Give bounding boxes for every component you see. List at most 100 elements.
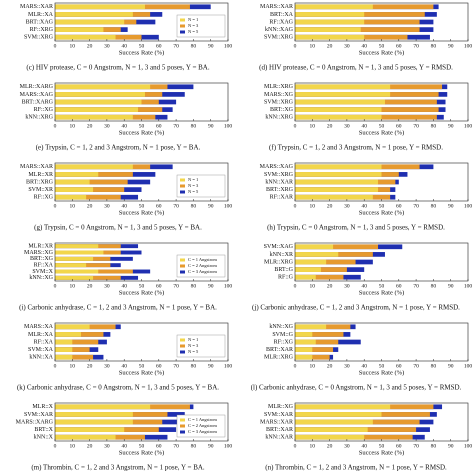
legend-label: N = 3: [188, 183, 199, 188]
x-tick-label: 40: [121, 283, 127, 289]
x-tick-label: 70: [173, 283, 179, 289]
category-label: SVM::XRG: [264, 35, 294, 41]
x-tick-label: 30: [344, 43, 350, 49]
x-tick-label: 60: [156, 443, 162, 449]
bar: [295, 354, 313, 360]
bar: [295, 274, 344, 280]
x-tick-label: 50: [139, 203, 145, 209]
legend-label: C = 3 Angstrom: [188, 269, 217, 274]
category-label: BRT::XAR: [266, 347, 293, 353]
caption: (l) Carbonic anhydrase, C = 0 Angstrom, …: [251, 384, 462, 392]
category-label: MLR::XR: [28, 244, 53, 250]
legend-swatch: [180, 338, 185, 342]
x-tick-label: 90: [208, 443, 214, 449]
x-tick-label: 90: [208, 283, 214, 289]
category-label: kNN::X: [34, 435, 54, 441]
bar: [55, 412, 133, 417]
category-label: SVM::XAR: [264, 412, 293, 418]
category-label: BRT::X: [34, 427, 53, 433]
x-tick-label: 100: [224, 363, 233, 369]
x-tick-label: 40: [361, 443, 367, 449]
x-tick-label: 10: [70, 123, 76, 129]
category-label: MLR::XARG: [20, 84, 54, 90]
x-tick-label: 100: [464, 363, 473, 369]
category-label: MLR::XR: [28, 172, 53, 178]
x-axis-label: Success Rate (%): [119, 49, 164, 56]
bar: [295, 412, 382, 417]
bar: [295, 27, 361, 32]
x-tick-label: 10: [310, 123, 316, 129]
x-tick-label: 50: [379, 43, 385, 49]
category-label: kNN::XA: [29, 355, 53, 361]
category-label: RF::XG: [34, 195, 54, 201]
x-tick-label: 0: [294, 443, 297, 449]
x-tick-label: 60: [396, 123, 402, 129]
bar: [55, 12, 133, 17]
category-label: MARS::XAR: [20, 164, 53, 170]
x-tick-label: 40: [121, 203, 127, 209]
x-tick-label: 10: [310, 283, 316, 289]
x-tick-label: 80: [431, 443, 437, 449]
bar: [55, 19, 125, 25]
category-label: BRT::XA: [270, 12, 294, 18]
x-axis-label: Success Rate (%): [119, 289, 164, 296]
x-tick-label: 40: [121, 443, 127, 449]
bar: [55, 354, 73, 360]
bar: [295, 404, 391, 410]
legend-label: N = 5: [188, 29, 199, 34]
x-tick-label: 10: [310, 203, 316, 209]
x-tick-label: 70: [173, 123, 179, 129]
caption: (n) Thrombin, C = 1, 2 and 3 Angstrom, N…: [265, 464, 447, 472]
caption: (i) Carbonic anhydrase, C = 1, 2 and 3 A…: [19, 304, 217, 312]
bar: [295, 34, 365, 40]
legend-label: N = 3: [188, 23, 199, 28]
x-tick-label: 10: [70, 363, 76, 369]
x-tick-label: 100: [224, 43, 233, 49]
legend-swatch: [180, 24, 185, 28]
x-tick-label: 80: [191, 43, 197, 49]
x-tick-label: 30: [104, 203, 110, 209]
caption: (k) Carbonic anhydrase, C = 0 Angstrom, …: [17, 384, 219, 392]
caption: (e) Trypsin, C = 1, 2 and 3 Angstrom, N …: [36, 144, 201, 152]
category-label: RF::G: [278, 275, 294, 281]
bar: [295, 332, 344, 337]
category-label: kNN::XAR: [265, 435, 293, 441]
category-label: SVM::XAG: [264, 244, 294, 250]
bar: [55, 27, 104, 32]
legend-label: C = 3 Angstrom: [188, 429, 217, 434]
bar: [295, 12, 365, 17]
x-tick-label: 80: [431, 43, 437, 49]
category-label: kNN::XR: [270, 252, 293, 258]
x-tick-label: 60: [156, 203, 162, 209]
caption: (g) Trypsin, C = 0 Angstrom, N = 1, 3 an…: [34, 224, 202, 232]
legend-swatch: [180, 424, 185, 428]
bar: [295, 187, 379, 192]
x-tick-label: 40: [361, 203, 367, 209]
x-tick-label: 0: [294, 123, 297, 129]
bar: [55, 107, 139, 112]
bar: [295, 259, 327, 265]
x-tick-label: 90: [448, 123, 454, 129]
category-label: RF::XAR: [270, 195, 293, 201]
bar: [55, 256, 94, 261]
legend-swatch: [180, 18, 185, 22]
legend-swatch: [180, 30, 185, 34]
x-tick-label: 10: [70, 443, 76, 449]
bar: [295, 267, 321, 272]
x-tick-label: 70: [413, 123, 419, 129]
legend-label: N = 1: [188, 17, 198, 22]
bar: [295, 339, 316, 345]
bar: [55, 244, 99, 249]
x-tick-label: 60: [156, 43, 162, 49]
x-tick-label: 40: [361, 43, 367, 49]
x-axis-label: Success Rate (%): [119, 369, 164, 376]
x-tick-label: 40: [361, 283, 367, 289]
legend-swatch: [180, 430, 185, 434]
x-tick-label: 90: [448, 283, 454, 289]
x-tick-label: 30: [104, 123, 110, 129]
x-tick-label: 100: [464, 43, 473, 49]
x-tick-label: 60: [156, 123, 162, 129]
x-tick-label: 60: [156, 363, 162, 369]
legend-swatch: [180, 190, 185, 194]
